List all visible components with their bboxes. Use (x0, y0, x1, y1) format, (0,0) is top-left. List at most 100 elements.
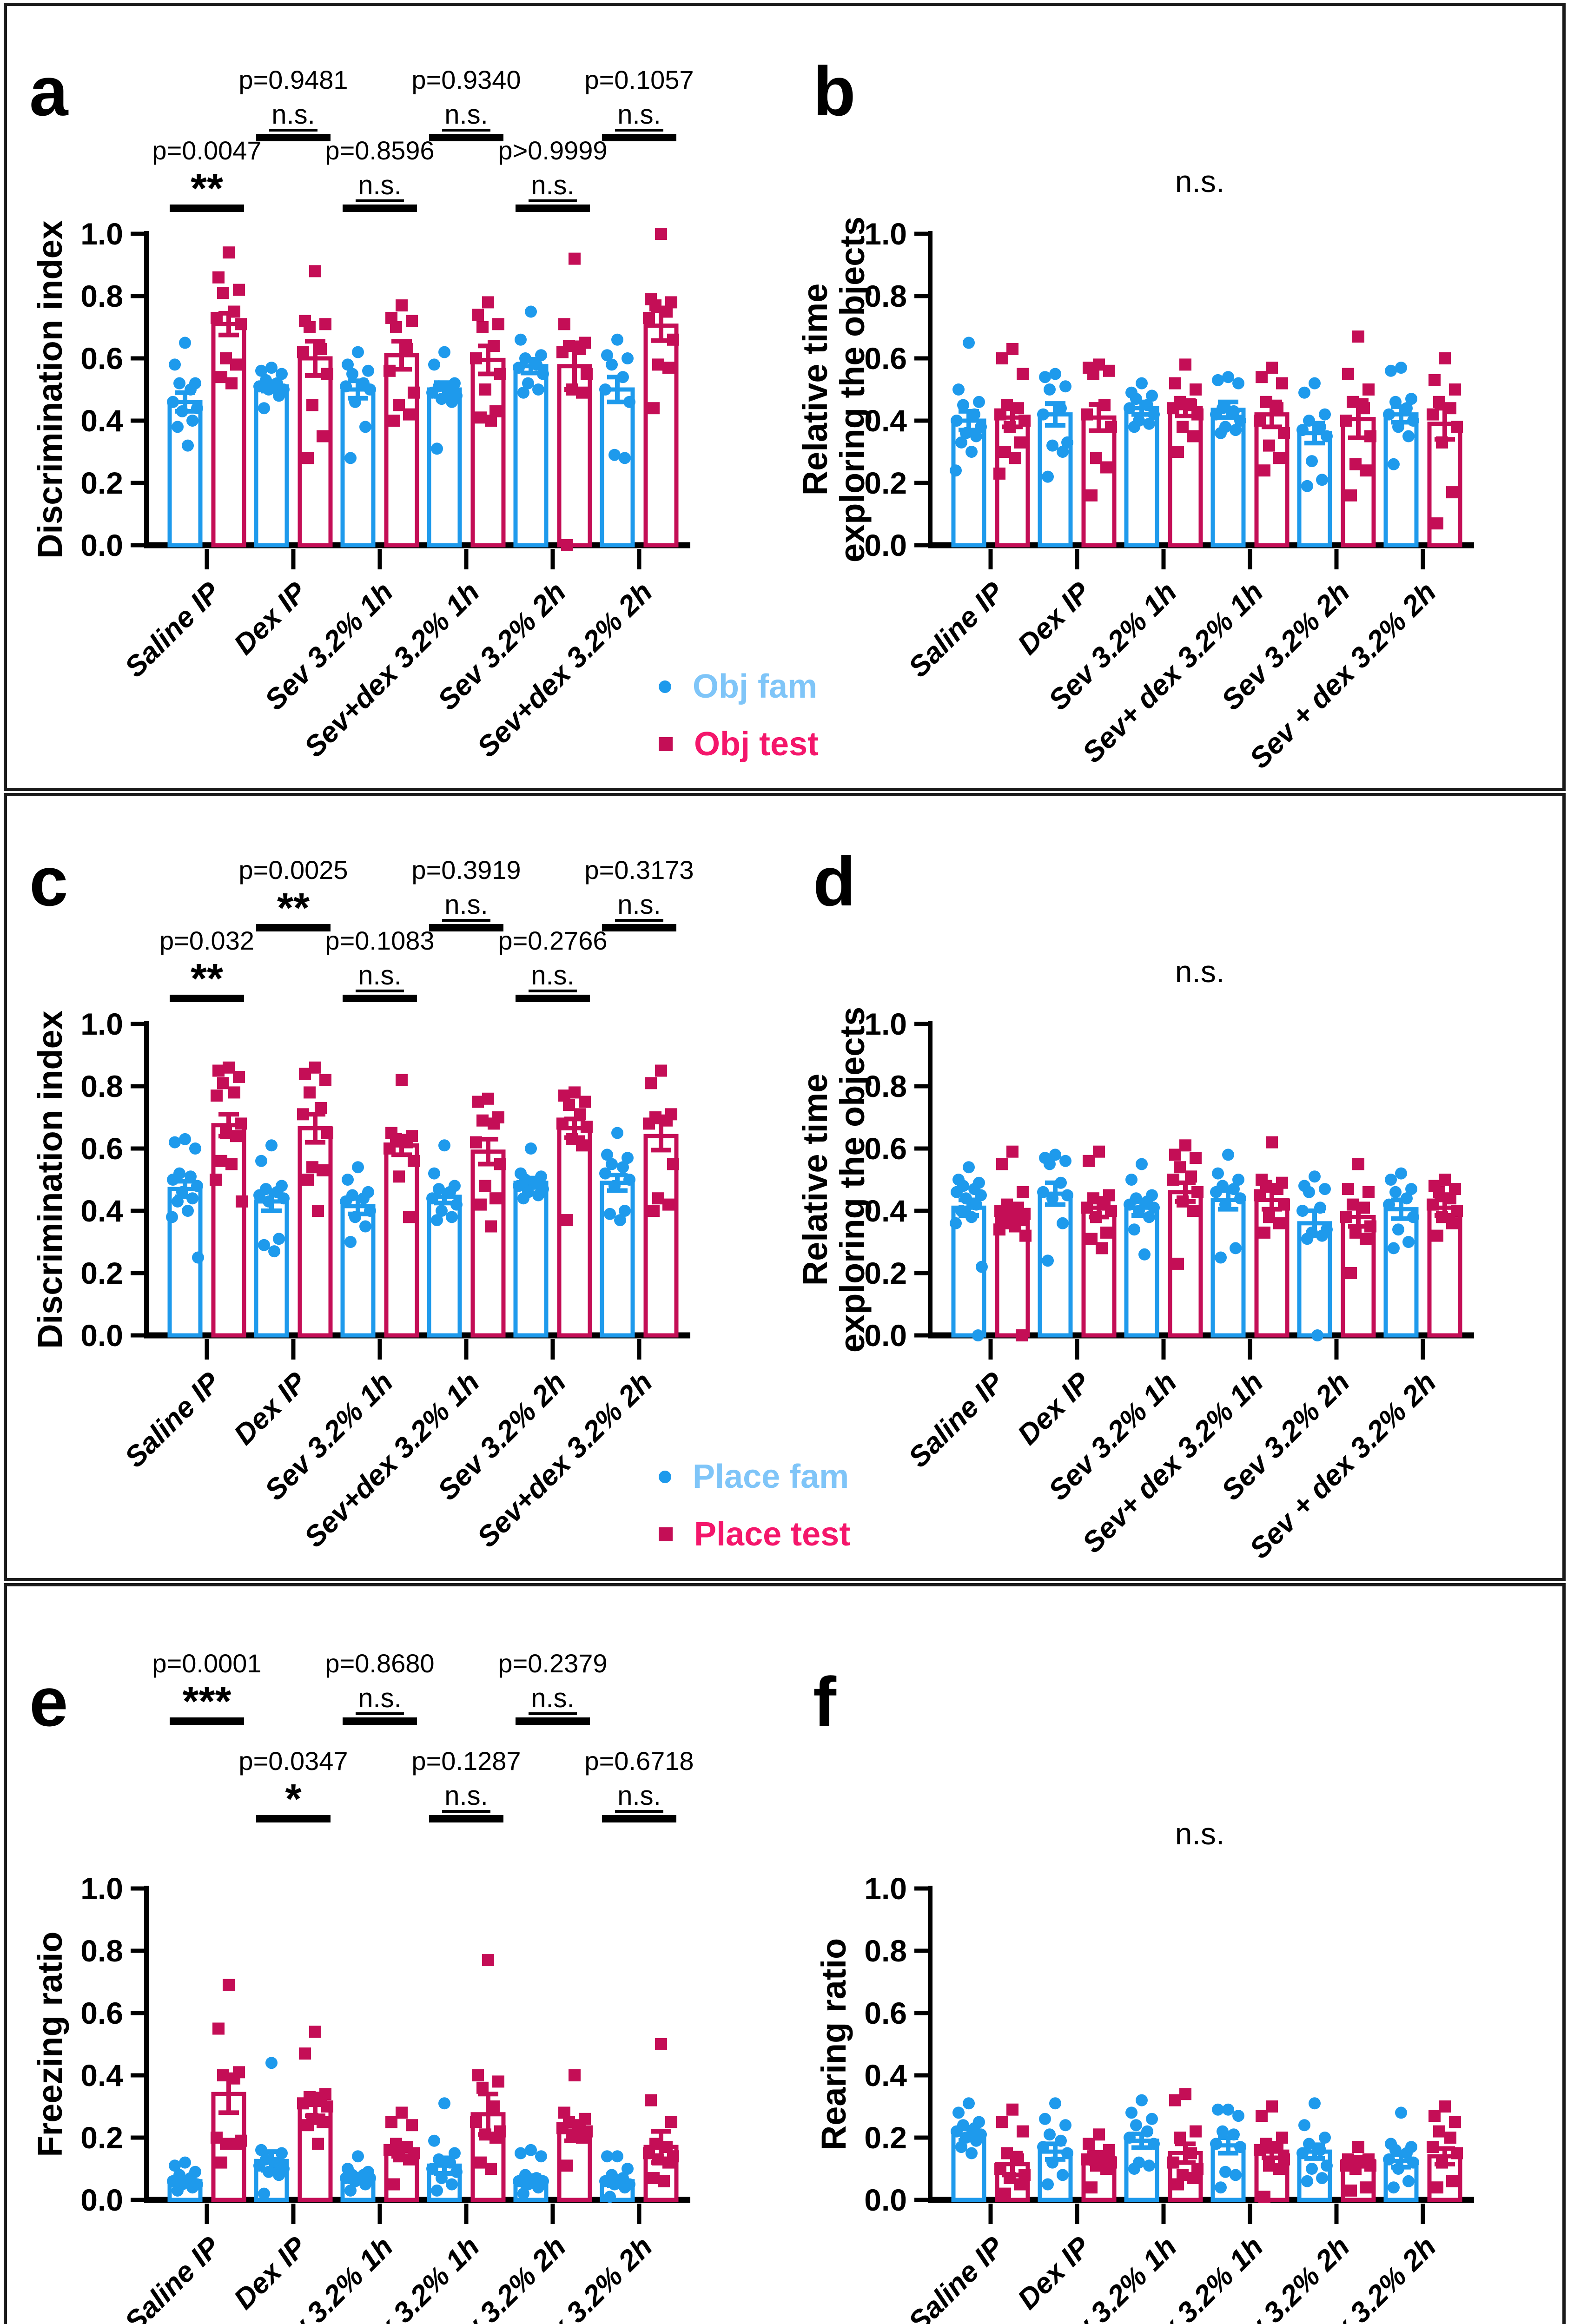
svg-text:p=0.3173: p=0.3173 (584, 855, 694, 885)
svg-text:Discrimination index: Discrimination index (31, 1010, 69, 1349)
svg-text:n.s.: n.s. (358, 1683, 402, 1713)
svg-text:d: d (813, 842, 856, 920)
svg-text:Relative time: Relative time (796, 284, 834, 496)
svg-text:0.8: 0.8 (864, 1069, 907, 1103)
svg-text:0.6: 0.6 (80, 341, 123, 376)
svg-text:0.0: 0.0 (864, 528, 907, 562)
svg-text:**: ** (191, 956, 223, 1002)
figure-box-ef: e Freezing ratio 0.0 0.2 0.4 0.6 0.8 1.0 Saline … (4, 1583, 1566, 2324)
panel-c-chart: c Discrimination index 0.0 0.2 0.4 0.6 0.8 1.0 S… (29, 842, 694, 1554)
legend-label: Place fam (693, 1458, 849, 1495)
legend-label: Place test (694, 1516, 851, 1553)
panel-f-chart: f Rearing ratio 0.0 0.2 0.4 0.6 0.8 1.0 Saline I… (813, 1663, 1474, 2324)
svg-text:n.s.: n.s. (531, 960, 575, 990)
svg-text:n.s.: n.s. (531, 170, 575, 200)
svg-text:n.s.: n.s. (358, 960, 402, 990)
svg-text:Saline IP: Saline IP (119, 576, 226, 684)
svg-text:p=0.1083: p=0.1083 (325, 926, 434, 955)
svg-text:n.s.: n.s. (1175, 954, 1224, 989)
obj-test-square-icon (659, 737, 673, 751)
svg-text:p=0.2379: p=0.2379 (498, 1649, 607, 1678)
svg-text:0.2: 0.2 (80, 466, 123, 500)
svg-text:n.s.: n.s. (358, 170, 402, 200)
panel-a-chart: a Discrimination index 0.0 0.2 0.4 0.6 0.8 1.0 S… (29, 52, 694, 764)
svg-text:Saline IP: Saline IP (902, 2231, 1010, 2324)
svg-text:0.0: 0.0 (80, 1318, 123, 1353)
svg-text:p=0.2766: p=0.2766 (498, 926, 607, 955)
svg-text:0.8: 0.8 (80, 279, 123, 313)
svg-text:n.s.: n.s. (617, 1781, 661, 1811)
svg-text:***: *** (182, 1678, 231, 1725)
svg-text:0.4: 0.4 (80, 403, 123, 438)
svg-text:Freezing ratio: Freezing ratio (31, 1931, 69, 2157)
legend-place: Place fam Place test (659, 1460, 850, 1551)
figure-box-cd: c Discrimination index 0.0 0.2 0.4 0.6 0.8 1.0 S… (4, 793, 1566, 1581)
svg-text:**: ** (191, 165, 223, 212)
legend-obj: Obj fam Obj test (659, 670, 819, 761)
svg-text:Relative time: Relative time (796, 1074, 834, 1286)
svg-text:Dex IP: Dex IP (1012, 2231, 1097, 2316)
legend-item-obj-fam: Obj fam (659, 670, 819, 703)
svg-text:n.s.: n.s. (444, 1781, 488, 1811)
place-test-square-icon (659, 1527, 673, 1541)
svg-text:0.6: 0.6 (864, 341, 907, 376)
obj-fam-dot-icon (659, 680, 671, 693)
svg-text:Saline IP: Saline IP (902, 1366, 1010, 1474)
svg-text:p=0.8596: p=0.8596 (325, 136, 434, 165)
svg-text:n.s.: n.s. (617, 890, 661, 920)
svg-text:0.4: 0.4 (864, 403, 907, 438)
svg-text:1.0: 1.0 (864, 217, 907, 251)
svg-text:0.0: 0.0 (864, 1318, 907, 1353)
svg-text:Rearing ratio: Rearing ratio (814, 1938, 853, 2150)
svg-text:a: a (29, 52, 69, 130)
svg-text:0.6: 0.6 (80, 1131, 123, 1166)
svg-text:**: ** (277, 885, 310, 931)
svg-text:0.6: 0.6 (80, 1996, 123, 2030)
svg-text:p>0.9999: p>0.9999 (498, 136, 607, 165)
svg-text:p=0.032: p=0.032 (159, 926, 254, 955)
svg-text:0.6: 0.6 (864, 1996, 907, 2030)
svg-text:p=0.0347: p=0.0347 (238, 1746, 348, 1776)
place-fam-dot-icon (659, 1470, 671, 1483)
svg-text:n.s.: n.s. (617, 99, 661, 130)
svg-text:0.2: 0.2 (864, 1256, 907, 1290)
svg-text:n.s.: n.s. (1175, 164, 1224, 198)
svg-text:0.2: 0.2 (864, 2120, 907, 2155)
svg-text:0.2: 0.2 (80, 2120, 123, 2155)
svg-text:p=0.1057: p=0.1057 (584, 65, 694, 94)
legend-label: Obj test (694, 726, 819, 763)
svg-text:n.s.: n.s. (531, 1683, 575, 1713)
svg-text:Saline IP: Saline IP (119, 2231, 226, 2324)
svg-text:p=0.9340: p=0.9340 (411, 65, 521, 94)
svg-text:exploring the objects: exploring the objects (833, 1007, 872, 1353)
svg-text:Dex IP: Dex IP (228, 2231, 313, 2316)
svg-text:exploring the objects: exploring the objects (833, 217, 872, 562)
svg-text:0.0: 0.0 (80, 2183, 123, 2217)
svg-text:0.4: 0.4 (864, 1194, 907, 1228)
svg-text:Dex IP: Dex IP (1012, 1366, 1097, 1451)
svg-text:1.0: 1.0 (80, 1007, 123, 1041)
svg-text:p=0.3919: p=0.3919 (411, 855, 521, 885)
svg-text:0.4: 0.4 (80, 1194, 123, 1228)
svg-text:e: e (29, 1663, 68, 1741)
svg-text:n.s.: n.s. (444, 99, 488, 130)
svg-text:Saline IP: Saline IP (902, 576, 1010, 684)
svg-text:n.s.: n.s. (271, 99, 315, 130)
svg-text:Dex IP: Dex IP (228, 576, 313, 661)
svg-text:0.8: 0.8 (80, 1934, 123, 1968)
svg-text:p=0.8680: p=0.8680 (325, 1649, 434, 1678)
svg-text:Dex IP: Dex IP (228, 1366, 313, 1451)
svg-text:f: f (813, 1663, 837, 1741)
svg-text:0.0: 0.0 (864, 2183, 907, 2217)
svg-text:1.0: 1.0 (864, 1871, 907, 1906)
svg-text:Discrimination index: Discrimination index (31, 220, 69, 559)
svg-text:0.8: 0.8 (864, 279, 907, 313)
svg-text:0.2: 0.2 (864, 466, 907, 500)
svg-text:n.s.: n.s. (1175, 1816, 1224, 1851)
svg-text:*: * (285, 1776, 301, 1822)
svg-text:p=0.9481: p=0.9481 (238, 65, 348, 94)
svg-text:p=0.6718: p=0.6718 (584, 1746, 694, 1776)
svg-text:b: b (813, 52, 856, 130)
